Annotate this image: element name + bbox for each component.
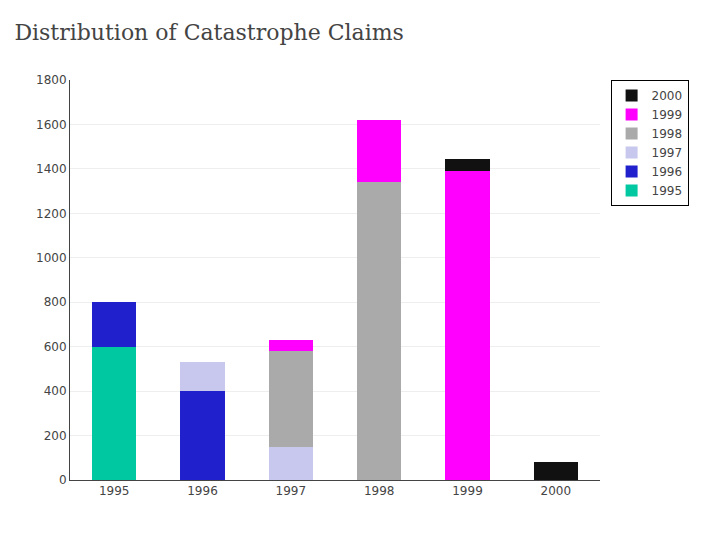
svg-text:1998: 1998 bbox=[364, 484, 395, 498]
svg-text:400: 400 bbox=[44, 384, 67, 398]
svg-text:1996: 1996 bbox=[652, 165, 683, 179]
svg-text:200: 200 bbox=[44, 429, 67, 443]
svg-text:1998: 1998 bbox=[652, 127, 683, 141]
svg-text:1995: 1995 bbox=[652, 184, 683, 198]
svg-text:1999: 1999 bbox=[652, 108, 683, 122]
svg-text:1400: 1400 bbox=[36, 162, 67, 176]
svg-text:Distribution of Catastrophe Cl: Distribution of Catastrophe Claims bbox=[14, 20, 404, 45]
svg-text:1200: 1200 bbox=[36, 207, 67, 221]
svg-text:1996: 1996 bbox=[187, 484, 218, 498]
svg-text:1995: 1995 bbox=[99, 484, 130, 498]
svg-text:1999: 1999 bbox=[452, 484, 483, 498]
svg-text:1997: 1997 bbox=[276, 484, 307, 498]
svg-text:1800: 1800 bbox=[36, 73, 67, 87]
svg-text:800: 800 bbox=[44, 295, 67, 309]
svg-text:1000: 1000 bbox=[36, 251, 67, 265]
svg-text:1997: 1997 bbox=[652, 146, 683, 160]
svg-text:1600: 1600 bbox=[36, 118, 67, 132]
svg-text:0: 0 bbox=[59, 473, 67, 487]
svg-text:2000: 2000 bbox=[652, 89, 683, 103]
svg-text:600: 600 bbox=[44, 340, 67, 354]
svg-text:2000: 2000 bbox=[541, 484, 572, 498]
